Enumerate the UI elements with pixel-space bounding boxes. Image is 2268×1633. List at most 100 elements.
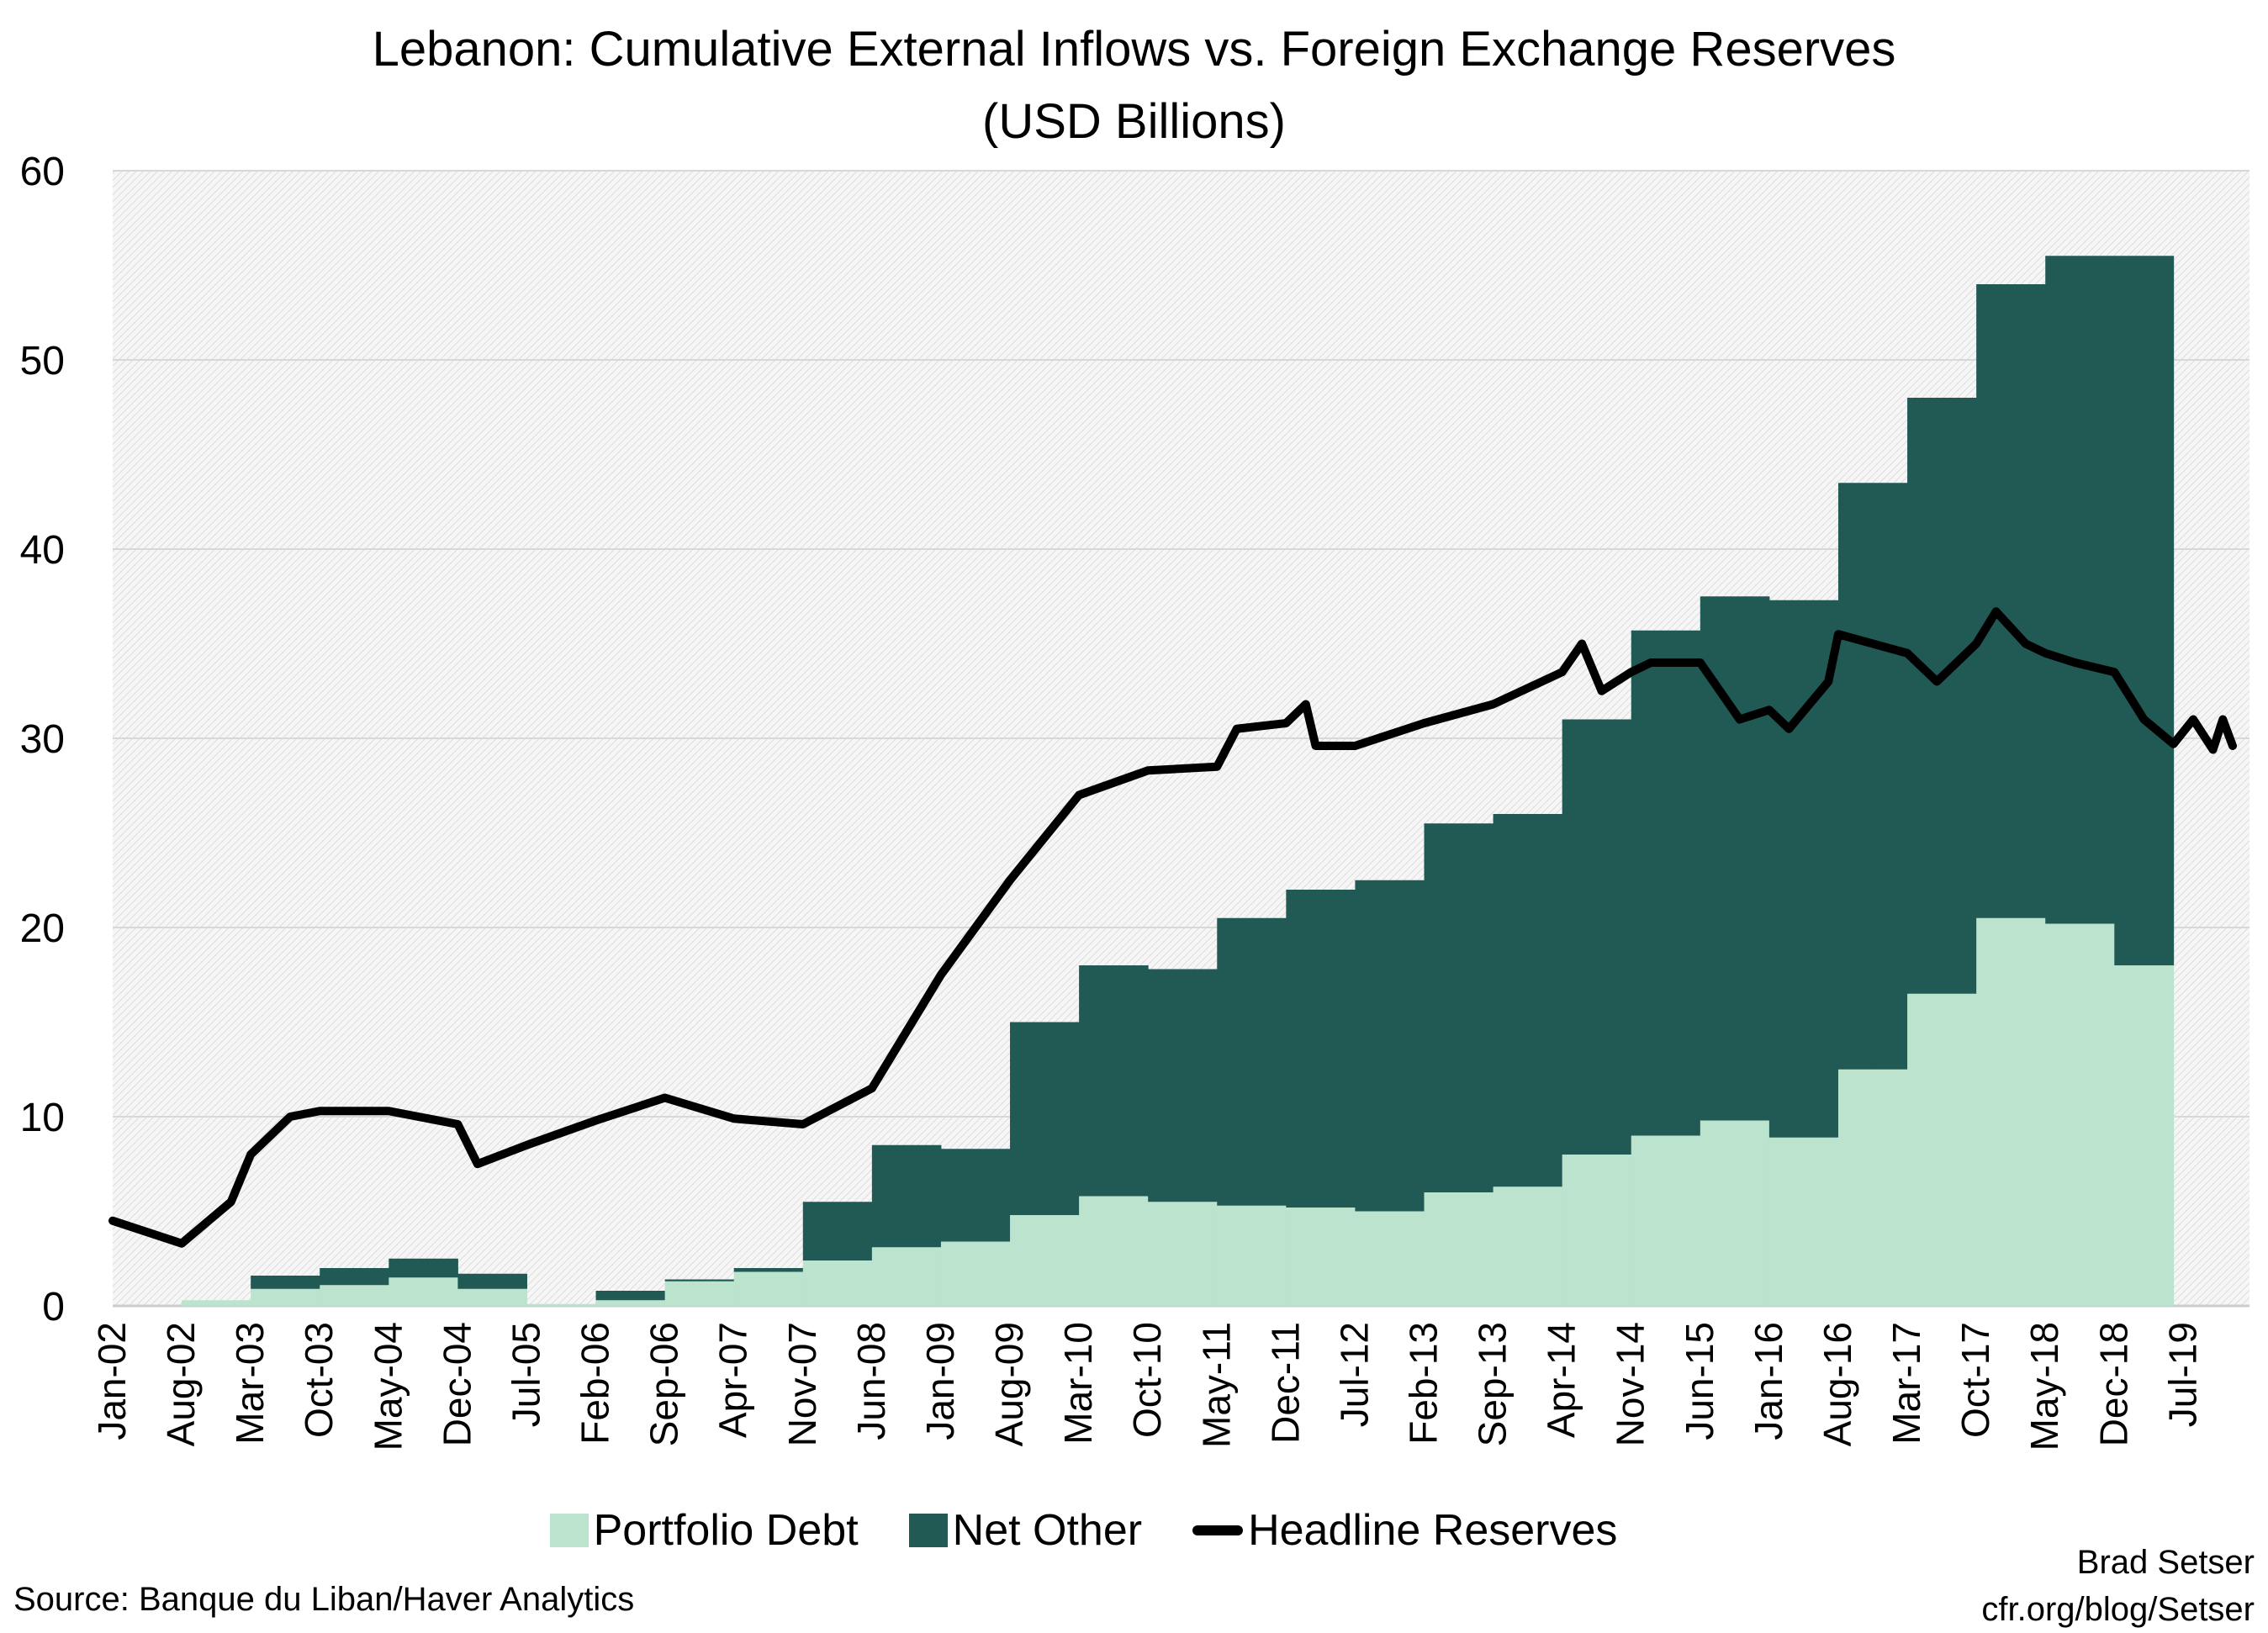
point-headline-reserves [595,1119,597,1122]
x-tick-label: Mar-03 [228,1322,272,1445]
bar-net-other [1424,823,1494,1192]
bar-net-other [1631,630,1701,1136]
point-headline-reserves [2024,642,2027,645]
x-tick-label: Jul-19 [2160,1322,2204,1427]
bar-portfolio-debt [2114,965,2175,1306]
point-headline-reserves [1837,633,1839,636]
bar-net-other [1148,969,1218,1202]
bar-net-other [2114,256,2175,965]
bar-portfolio-debt [526,1303,597,1306]
legend-swatch-net-other [908,1514,948,1547]
legend-label: Net Other [952,1506,1143,1555]
point-headline-reserves [1650,662,1652,663]
point-headline-reserves [112,1219,114,1222]
point-headline-reserves [1581,642,1583,645]
point-headline-reserves [1304,703,1307,706]
point-headline-reserves [230,1201,232,1203]
y-tick-label: 50 [20,339,65,383]
point-headline-reserves [1009,879,1012,881]
x-tick-label: Jun-08 [849,1322,893,1440]
point-headline-reserves [1492,703,1494,706]
credit-site: cfr.org/blog/Setser [1981,1591,2255,1628]
point-headline-reserves [1354,745,1356,747]
bar-portfolio-debt [1010,1215,1080,1306]
point-headline-reserves [1078,794,1081,796]
x-tick-label: Dec-04 [435,1322,478,1446]
legend-item-net-other: Net Other [908,1505,1143,1556]
bar-net-other [1493,814,1563,1187]
y-tick-label: 60 [20,150,65,194]
bar-portfolio-debt [2045,923,2115,1306]
bar-net-other [1010,1022,1080,1215]
bar-portfolio-debt [1286,1208,1356,1306]
point-headline-reserves [801,1123,804,1125]
legend-swatch-headline-reserves [1192,1525,1244,1535]
point-headline-reserves [1314,745,1317,747]
x-tick-label: Feb-13 [1402,1322,1446,1445]
point-headline-reserves [1906,652,1909,654]
bar-portfolio-debt [733,1271,804,1306]
point-headline-reserves [1768,709,1770,711]
bar-portfolio-debt [802,1260,873,1306]
point-headline-reserves [2143,718,2145,721]
point-headline-reserves [1285,722,1287,724]
bar-net-other [664,1279,735,1282]
bar-portfolio-debt [457,1288,527,1306]
point-headline-reserves [388,1110,390,1112]
x-tick-label: Jan-02 [90,1322,134,1440]
point-headline-reserves [250,1154,252,1155]
bar-net-other [457,1273,527,1289]
point-headline-reserves [1788,727,1790,730]
legend-item-portfolio-debt: Portfolio Debt [549,1505,859,1556]
source-note: Source: Banque du Liban/Haver Analytics [13,1581,635,1618]
x-tick-label: Aug-16 [1816,1322,1859,1446]
point-headline-reserves [1995,610,1997,613]
point-headline-reserves [289,1116,292,1118]
bar-net-other [2045,256,2115,924]
bar-portfolio-debt [1631,1135,1701,1306]
legend-item-headline-reserves: Headline Reserves [1192,1505,1617,1556]
x-tick-label: Mar-17 [1885,1322,1928,1445]
bar-net-other [1079,965,1149,1197]
point-headline-reserves [1147,769,1150,772]
x-tick-label: May-18 [2022,1322,2066,1451]
point-headline-reserves [1423,722,1425,724]
point-headline-reserves [1216,765,1219,768]
chart-subtitle: (USD Billions) [982,94,1286,149]
x-tick-label: Oct-10 [1125,1322,1169,1438]
x-tick-label: Apr-07 [711,1322,755,1438]
point-headline-reserves [939,974,942,976]
x-tick-label: Oct-03 [297,1322,341,1438]
x-tick-label: Mar-10 [1056,1322,1100,1445]
x-tick-label: Jan-09 [918,1322,962,1440]
point-headline-reserves [319,1110,321,1112]
bar-net-other [1768,600,1839,1138]
x-tick-label: Sep-13 [1471,1322,1515,1446]
bar-portfolio-debt [1562,1155,1632,1306]
x-tick-label: Feb-06 [574,1322,617,1445]
bar-portfolio-debt [1079,1196,1149,1306]
x-tick-label: Nov-07 [780,1322,824,1446]
bar-net-other [251,1276,320,1289]
bar-portfolio-debt [1424,1192,1494,1306]
point-headline-reserves [870,1087,873,1090]
bar-net-other [871,1144,942,1248]
legend-swatch-portfolio-debt [549,1514,589,1547]
point-headline-reserves [1699,662,1701,663]
bar-portfolio-debt [1493,1186,1563,1306]
point-headline-reserves [1936,680,1938,683]
point-headline-reserves [2192,718,2195,721]
bar-portfolio-debt [1907,993,1977,1306]
x-tick-label: Jul-12 [1332,1322,1376,1427]
point-headline-reserves [2113,671,2116,674]
line-headline-reserves [108,607,2237,1248]
point-headline-reserves [2232,745,2234,747]
credit: Brad Setser cfr.org/blog/Setser [1981,1539,2255,1633]
bar-net-other [940,1149,1011,1242]
bar-portfolio-debt [251,1288,320,1306]
y-tick-label: 30 [20,717,65,762]
x-tick-label: May-04 [366,1322,410,1451]
x-tick-label: Sep-06 [642,1322,686,1446]
legend: Portfolio Debt Net Other Headline Reserv… [0,1505,2218,1556]
chart-title: Lebanon: Cumulative External Inflows vs.… [372,22,1896,77]
